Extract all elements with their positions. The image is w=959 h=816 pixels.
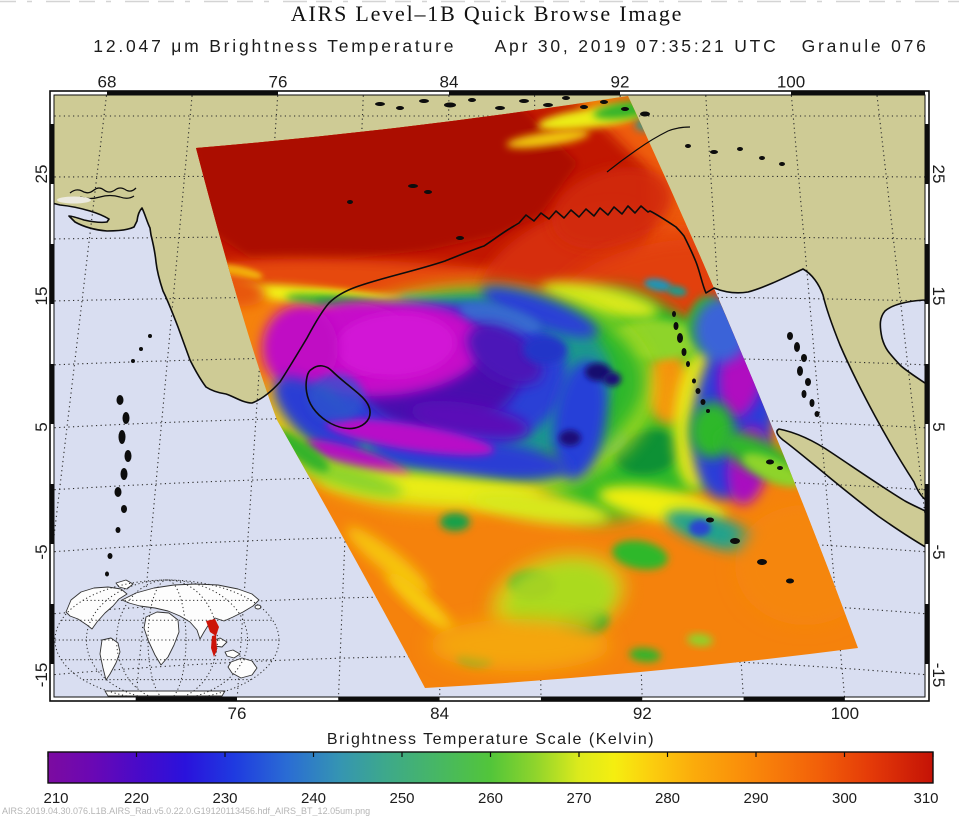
svg-text:AIRS.2019.04.30.076.L1B.AIRS_R: AIRS.2019.04.30.076.L1B.AIRS_Rad.v5.0.22… <box>2 806 370 816</box>
svg-text:5: 5 <box>32 422 51 431</box>
svg-text:76: 76 <box>269 73 288 92</box>
svg-text:210: 210 <box>43 790 68 807</box>
svg-text:290: 290 <box>743 790 768 807</box>
svg-text:92: 92 <box>611 73 630 92</box>
svg-text:230: 230 <box>212 790 237 807</box>
svg-text:300: 300 <box>832 790 857 807</box>
svg-text:-5: -5 <box>929 544 948 559</box>
svg-text:280: 280 <box>655 790 680 807</box>
svg-text:25: 25 <box>32 165 51 184</box>
svg-text:100: 100 <box>831 704 859 723</box>
svg-text:92: 92 <box>633 704 652 723</box>
svg-text:100: 100 <box>777 73 805 92</box>
svg-text:250: 250 <box>389 790 414 807</box>
svg-text:5: 5 <box>929 422 948 431</box>
svg-text:76: 76 <box>228 704 247 723</box>
svg-text:-15: -15 <box>929 663 948 688</box>
svg-text:68: 68 <box>98 73 117 92</box>
svg-text:220: 220 <box>124 790 149 807</box>
svg-text:12.047 μm Brightness Temperatu: 12.047 μm Brightness Temperature Apr 30,… <box>93 36 928 56</box>
svg-text:25: 25 <box>929 165 948 184</box>
svg-text:15: 15 <box>32 287 51 306</box>
svg-text:260: 260 <box>478 790 503 807</box>
svg-text:AIRS Level–1B Quick Browse Ima: AIRS Level–1B Quick Browse Image <box>291 1 683 26</box>
svg-text:310: 310 <box>913 790 938 807</box>
svg-text:84: 84 <box>430 704 449 723</box>
svg-text:270: 270 <box>566 790 591 807</box>
svg-text:Brightness Temperature Scale (: Brightness Temperature Scale (Kelvin) <box>327 731 655 748</box>
svg-text:84: 84 <box>440 73 459 92</box>
svg-text:240: 240 <box>301 790 326 807</box>
svg-text:15: 15 <box>929 287 948 306</box>
svg-text:-15: -15 <box>32 663 51 688</box>
svg-text:-5: -5 <box>32 544 51 559</box>
